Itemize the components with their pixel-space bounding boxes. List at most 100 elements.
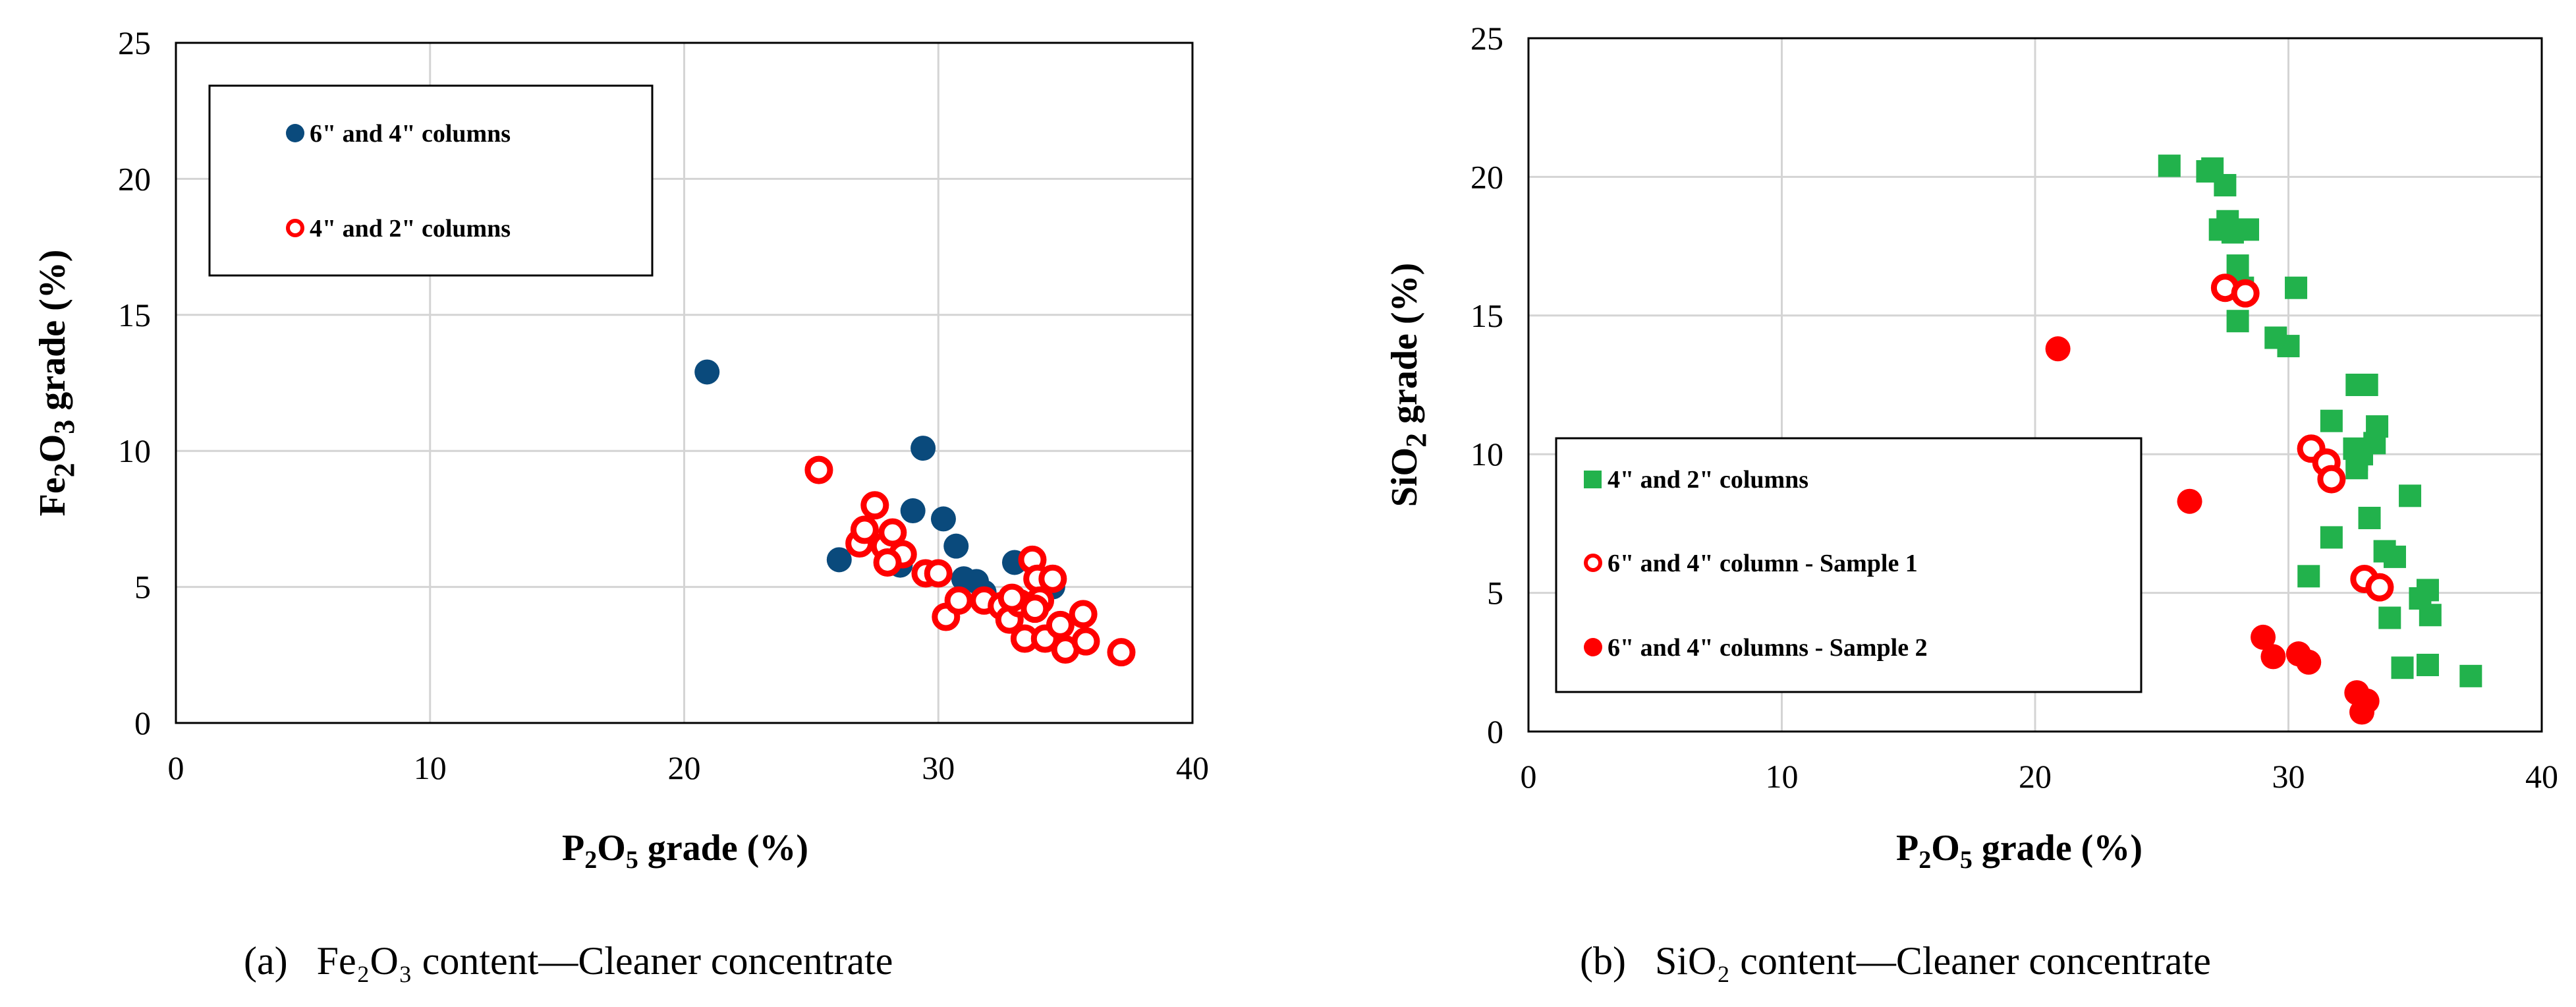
caption-prefix-b: (b) (1580, 939, 1626, 983)
point-b-s0-25 (2358, 506, 2381, 529)
x-tick-label-a-0: 0 (168, 749, 184, 786)
x-tick-label-b-1: 10 (1766, 758, 1799, 795)
point-a-s1-2 (850, 515, 879, 544)
point-b-s0-15 (2355, 374, 2378, 396)
point-a-s0-4 (930, 506, 956, 532)
point-b-s1-4 (2317, 465, 2346, 494)
y-tick-label-a-0: 0 (134, 705, 151, 741)
point-a-s1-28 (997, 583, 1026, 612)
caption-b: (b) SiO₂ content—Cleaner concentrate (1580, 939, 2211, 983)
y-tick-label-b-0: 0 (1487, 713, 1503, 750)
x-tick-label-b-0: 0 (1521, 758, 1537, 795)
point-b-s0-28 (2297, 565, 2320, 588)
x-tick-label-b-4: 40 (2525, 758, 2558, 795)
x-axis-label-a: P2O5 grade (%) (562, 828, 808, 874)
caption-a: (a) Fe₂O₃ content—Cleaner concentrate (244, 939, 893, 983)
legend-marker-b-1 (1584, 554, 1602, 572)
legend-b: 4" and 2" columns 6" and 4" column - Sam… (1555, 437, 2142, 693)
y-tick-label-b-1: 5 (1487, 575, 1503, 612)
point-b-s0-24 (2399, 484, 2422, 507)
x-tick-label-a-1: 10 (414, 749, 447, 786)
x-tick-label-a-4: 40 (1176, 749, 1209, 786)
x-tick-label-b-3: 30 (2272, 758, 2305, 795)
legend-marker-b-2 (1584, 638, 1602, 656)
legend-marker-a-0 (286, 124, 304, 142)
point-b-s2-2 (2251, 624, 2276, 650)
point-a-s1-7 (873, 548, 902, 577)
point-a-s1-9 (924, 559, 953, 588)
panel-a: 0 10 20 30 40 0 5 10 15 20 25 P2O5 grade (%) Fe2O3… (32, 24, 1209, 983)
point-b-s0-16 (2320, 409, 2343, 432)
point-b-s0-10 (2226, 310, 2249, 333)
legend-a: 6" and 4" columns 4" and 2" columns (208, 84, 654, 277)
point-a-s1-25 (1107, 638, 1136, 667)
point-b-s2-0 (2045, 336, 2071, 362)
y-tick-label-a-4: 20 (118, 160, 151, 197)
tick-labels-b: 0 10 20 30 40 0 5 10 15 20 25 (1470, 20, 2558, 795)
tick-labels-a: 0 10 20 30 40 0 5 10 15 20 25 (118, 24, 1209, 786)
y-axis-label-b: SiO2 grade (%) (1384, 263, 1432, 507)
point-b-s0-0 (2158, 154, 2181, 177)
x-tick-label-a-2: 20 (668, 749, 701, 786)
point-b-s2-8 (2354, 688, 2380, 714)
point-b-s0-31 (2419, 604, 2442, 627)
point-a-s1-5 (878, 518, 907, 547)
point-a-s1-21 (1046, 610, 1075, 639)
legend-label-b-2: 6" and 4" columns - Sample 2 (1608, 634, 1928, 662)
legend-label-a-1: 4" and 2" columns (310, 215, 511, 243)
marks-a (694, 359, 1136, 667)
point-b-s0-35 (2459, 664, 2482, 687)
legend-marker-b-0 (1584, 471, 1602, 488)
plot-frame-a (175, 42, 1194, 724)
point-a-s1-23 (1069, 600, 1098, 629)
point-b-s0-33 (2391, 656, 2414, 679)
point-a-s0-1 (826, 547, 852, 573)
x-axis-label-b: P2O5 grade (%) (1896, 828, 2142, 874)
point-b-s0-27 (2383, 545, 2406, 568)
y-tick-label-b-3: 15 (1470, 297, 1503, 334)
legend-label-b-1: 6" and 4" column - Sample 1 (1608, 550, 1918, 577)
legend-marker-a-1 (286, 219, 304, 237)
caption-text-b: SiO₂ content—Cleaner concentrate (1655, 939, 2211, 983)
y-tick-label-a-5: 25 (118, 24, 151, 61)
point-a-s1-27 (1021, 594, 1050, 623)
point-a-s0-3 (900, 498, 926, 524)
point-b-s0-13 (2277, 335, 2300, 358)
y-tick-label-b-4: 20 (1470, 158, 1503, 195)
point-a-s0-0 (694, 359, 720, 385)
point-b-s1-6 (2365, 573, 2394, 602)
caption-text-a: Fe₂O₃ content—Cleaner concentrate (317, 939, 893, 983)
y-axis-label-a: Fe2O3 grade (%) (32, 250, 80, 517)
x-tick-label-b-2: 20 (2019, 758, 2052, 795)
point-b-s0-7 (2236, 218, 2259, 241)
point-b-s0-11 (2285, 276, 2308, 299)
caption-prefix-a: (a) (244, 939, 288, 983)
plot-frame-b (1527, 37, 2543, 733)
y-tick-label-a-2: 10 (118, 432, 151, 469)
point-b-s0-8 (2226, 254, 2249, 277)
point-b-s0-22 (2345, 448, 2368, 471)
point-b-s0-34 (2416, 654, 2439, 677)
y-tick-label-b-2: 10 (1470, 436, 1503, 473)
point-b-s2-5 (2296, 649, 2322, 675)
marks-b (2045, 154, 2482, 725)
panel-b: 0 10 20 30 40 0 5 10 15 20 25 P2O5 grade (%) SiO2 … (1384, 20, 2558, 983)
point-a-s1-3 (860, 491, 889, 520)
x-tick-label-a-3: 30 (922, 749, 955, 786)
y-tick-label-b-5: 25 (1470, 20, 1503, 57)
point-a-s1-0 (804, 455, 833, 484)
legend-box-a (208, 84, 654, 277)
point-a-s0-2 (910, 436, 936, 461)
y-tick-label-a-3: 15 (118, 297, 151, 333)
point-b-s2-1 (2177, 488, 2202, 514)
legend-label-a-0: 6" and 4" columns (310, 120, 511, 148)
point-a-s1-11 (944, 586, 973, 615)
point-a-s0-7 (951, 566, 976, 592)
y-tick-label-a-1: 5 (134, 569, 151, 606)
point-b-s0-32 (2378, 606, 2401, 629)
legend-label-b-0: 4" and 2" columns (1608, 466, 1808, 494)
point-b-s1-1 (2231, 279, 2260, 308)
point-b-s0-3 (2214, 174, 2237, 197)
point-b-s0-23 (2320, 526, 2343, 549)
